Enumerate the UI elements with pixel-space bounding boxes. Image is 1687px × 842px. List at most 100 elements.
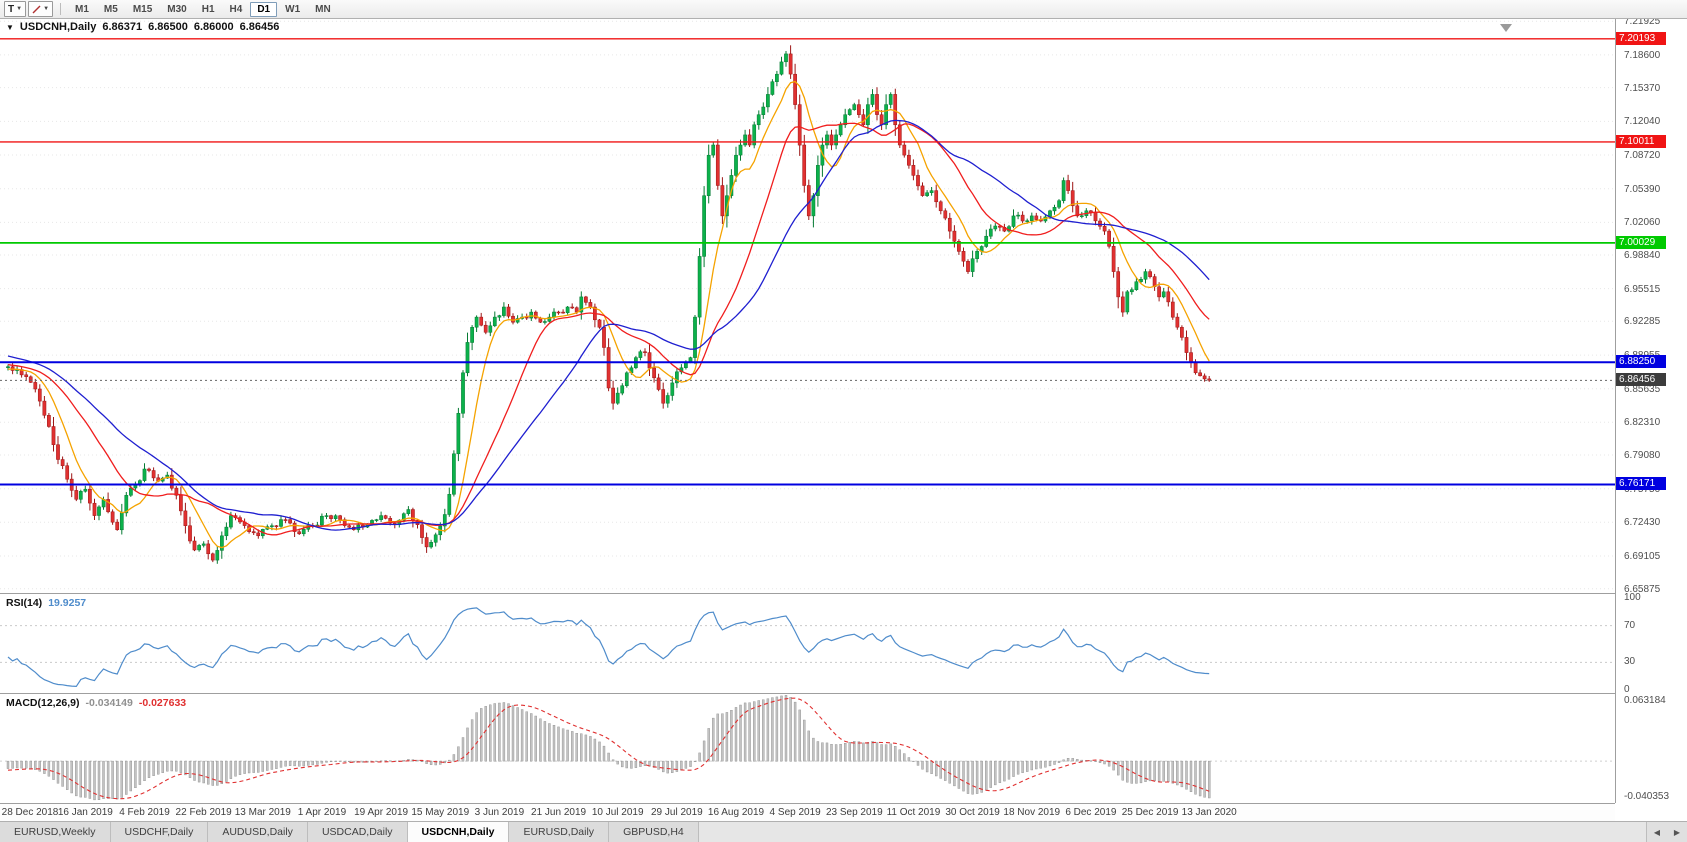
timeframe-button-d1[interactable]: D1 xyxy=(250,1,278,17)
date-label: 19 Apr 2019 xyxy=(354,807,409,818)
date-label: 13 Jan 2020 xyxy=(1181,807,1237,818)
price-axis[interactable]: 7.21925 7.18600 7.15370 7.12040 7.08720 7.053… xyxy=(1615,16,1687,803)
rsi-axis-label: 70 xyxy=(1624,619,1636,631)
timeframe-button-m5[interactable]: M5 xyxy=(103,3,118,15)
ohlc-low: 6.86000 xyxy=(193,21,234,33)
collapse-icon[interactable]: ▼ xyxy=(6,23,14,32)
rsi-chart[interactable] xyxy=(0,594,1615,694)
macd-chart[interactable] xyxy=(0,694,1615,804)
text-tool-label: T xyxy=(8,3,15,15)
rsi-panel[interactable]: RSI(14) 19.9257 xyxy=(0,593,1615,694)
price-axis-tick: 6.95515 xyxy=(1624,283,1661,295)
timeframe-button-m1[interactable]: M1 xyxy=(75,3,89,15)
date-label: 13 Mar 2019 xyxy=(234,807,291,818)
hline-price-tag: 7.20193 xyxy=(1616,31,1666,45)
macd-panel[interactable]: MACD(12,26,9) -0.034149 -0.027633 xyxy=(0,693,1615,804)
macd-signal-value: -0.027633 xyxy=(138,697,187,709)
date-label: 29 Jul 2019 xyxy=(650,807,703,818)
macd-main-value: -0.034149 xyxy=(85,697,133,709)
hline-price-tag: 7.00029 xyxy=(1616,235,1666,249)
ohlc-high: 6.86500 xyxy=(148,21,188,33)
price-axis-tick: 6.79080 xyxy=(1624,450,1661,462)
dropdown-caret-icon: ▼ xyxy=(43,6,50,12)
date-label: 25 Dec 2019 xyxy=(1121,807,1179,818)
date-label: 3 Jun 2019 xyxy=(474,807,525,818)
main-price-panel[interactable]: ▼ USDCNH,Daily 6.86371 6.86500 6.86000 6… xyxy=(0,18,1615,593)
chart-tab-audusd-daily[interactable]: AUDUSD,Daily xyxy=(208,822,308,842)
rsi-axis-label: 0 xyxy=(1624,684,1630,695)
date-label: 22 Feb 2019 xyxy=(175,807,232,818)
hline-price-tag: 6.76171 xyxy=(1616,477,1666,491)
line-tools-button[interactable]: ▼ xyxy=(28,1,54,17)
price-axis-tick: 7.18600 xyxy=(1624,49,1661,61)
candlestick-chart[interactable] xyxy=(0,18,1615,593)
timeframe-button-h4[interactable]: H4 xyxy=(229,3,243,15)
chart-tab-eurusd-weekly[interactable]: EURUSD,Weekly xyxy=(0,822,111,842)
macd-name: MACD(12,26,9) xyxy=(6,697,80,709)
symbol-period-label: USDCNH,Daily xyxy=(19,21,97,33)
chart-tab-eurusd-daily[interactable]: EURUSD,Daily xyxy=(509,822,610,842)
time-axis[interactable]: 28 Dec 2018 16 Jan 2019 4 Feb 2019 22 Feb 2… xyxy=(0,803,1615,822)
price-axis-tick: 7.12040 xyxy=(1624,116,1661,128)
chart-title: ▼ USDCNH,Daily 6.86371 6.86500 6.86000 6… xyxy=(6,21,279,33)
chart-tab-list: EURUSD,Weekly USDCHF,Daily AUDUSD,Daily USD… xyxy=(0,822,699,842)
date-label: 23 Sep 2019 xyxy=(825,807,883,818)
tab-scroll-arrows: ◀ ▶ xyxy=(1646,822,1687,842)
chart-tab-usdchf-daily[interactable]: USDCHF,Daily xyxy=(110,822,209,842)
rsi-label: RSI(14) 19.9257 xyxy=(6,597,86,609)
top-toolbar: T ▼ ▼ M1 M5 M15 M30 H1 H4 D1 W1 MN xyxy=(0,0,1687,19)
price-axis-tick: 6.92285 xyxy=(1624,316,1661,328)
date-label: 15 May 2019 xyxy=(411,807,470,818)
hline-price-tag: 7.10011 xyxy=(1616,134,1666,148)
timeframe-button-m15[interactable]: M15 xyxy=(132,3,153,15)
dropdown-caret-icon: ▼ xyxy=(16,6,23,12)
hline-price-tag: 6.88250 xyxy=(1616,355,1666,369)
current-price-tag: 6.86456 xyxy=(1616,373,1666,387)
price-axis-tick: 6.72430 xyxy=(1624,517,1661,529)
chart-window: ▼ USDCNH,Daily 6.86371 6.86500 6.86000 6… xyxy=(0,16,1687,842)
rsi-axis-label: 30 xyxy=(1624,656,1636,668)
price-axis-tick: 7.15370 xyxy=(1624,82,1661,94)
chart-tab-usdcnh-daily[interactable]: USDCNH,Daily xyxy=(407,822,510,842)
date-label: 30 Oct 2019 xyxy=(945,807,1000,818)
text-tool-button[interactable]: T ▼ xyxy=(4,1,27,17)
timeframe-button-mn[interactable]: MN xyxy=(315,3,331,15)
date-label: 21 Jun 2019 xyxy=(531,807,587,818)
macd-axis-top-label: 0.063184 xyxy=(1624,695,1666,706)
date-label: 10 Jul 2019 xyxy=(591,807,644,818)
tab-scroll-right-button[interactable]: ▶ xyxy=(1673,827,1681,837)
tab-scroll-left-button[interactable]: ◀ xyxy=(1653,827,1661,837)
price-axis-tick: 6.98840 xyxy=(1624,249,1661,261)
date-label: 11 Oct 2019 xyxy=(886,807,941,818)
macd-label: MACD(12,26,9) -0.034149 -0.027633 xyxy=(6,697,186,709)
price-axis-tick: 7.05390 xyxy=(1624,183,1661,195)
price-axis-tick: 7.21925 xyxy=(1624,16,1661,28)
chart-tab-usdcad-daily[interactable]: USDCAD,Daily xyxy=(307,822,408,842)
timeframe-button-m30[interactable]: M30 xyxy=(167,3,187,15)
ohlc-close: 6.86456 xyxy=(239,21,280,33)
rsi-value: 19.9257 xyxy=(48,597,87,609)
date-label: 28 Dec 2018 xyxy=(1,807,59,818)
timeframe-button-w1[interactable]: W1 xyxy=(285,3,301,15)
timeframe-button-h1[interactable]: H1 xyxy=(201,3,215,15)
rsi-name: RSI(14) xyxy=(6,597,43,609)
date-label: 1 Apr 2019 xyxy=(297,807,347,818)
toolbar-separator xyxy=(60,3,62,15)
date-label: 18 Nov 2019 xyxy=(1003,807,1061,818)
price-axis-tick: 6.69105 xyxy=(1624,550,1661,562)
trendline-icon xyxy=(32,5,41,13)
date-label: 6 Dec 2019 xyxy=(1065,807,1117,818)
date-label: 16 Jan 2019 xyxy=(57,807,113,818)
macd-axis-bottom-label: -0.040353 xyxy=(1624,791,1670,802)
timeframe-group: M1 M5 M15 M30 H1 H4 D1 W1 MN xyxy=(68,1,338,17)
date-label: 4 Sep 2019 xyxy=(769,807,821,818)
date-label: 16 Aug 2019 xyxy=(707,807,765,818)
ohlc-open: 6.86371 xyxy=(102,21,143,33)
price-axis-tick: 7.08720 xyxy=(1624,149,1661,161)
rsi-axis-label: 100 xyxy=(1624,592,1641,603)
chart-tab-bar: EURUSD,Weekly USDCHF,Daily AUDUSD,Daily USD… xyxy=(0,821,1687,842)
chart-tab-gbpusd-h4[interactable]: GBPUSD,H4 xyxy=(609,822,699,842)
date-label: 4 Feb 2019 xyxy=(119,807,170,818)
price-axis-tick: 6.65875 xyxy=(1624,583,1661,595)
price-axis-tick: 7.02060 xyxy=(1624,217,1661,229)
